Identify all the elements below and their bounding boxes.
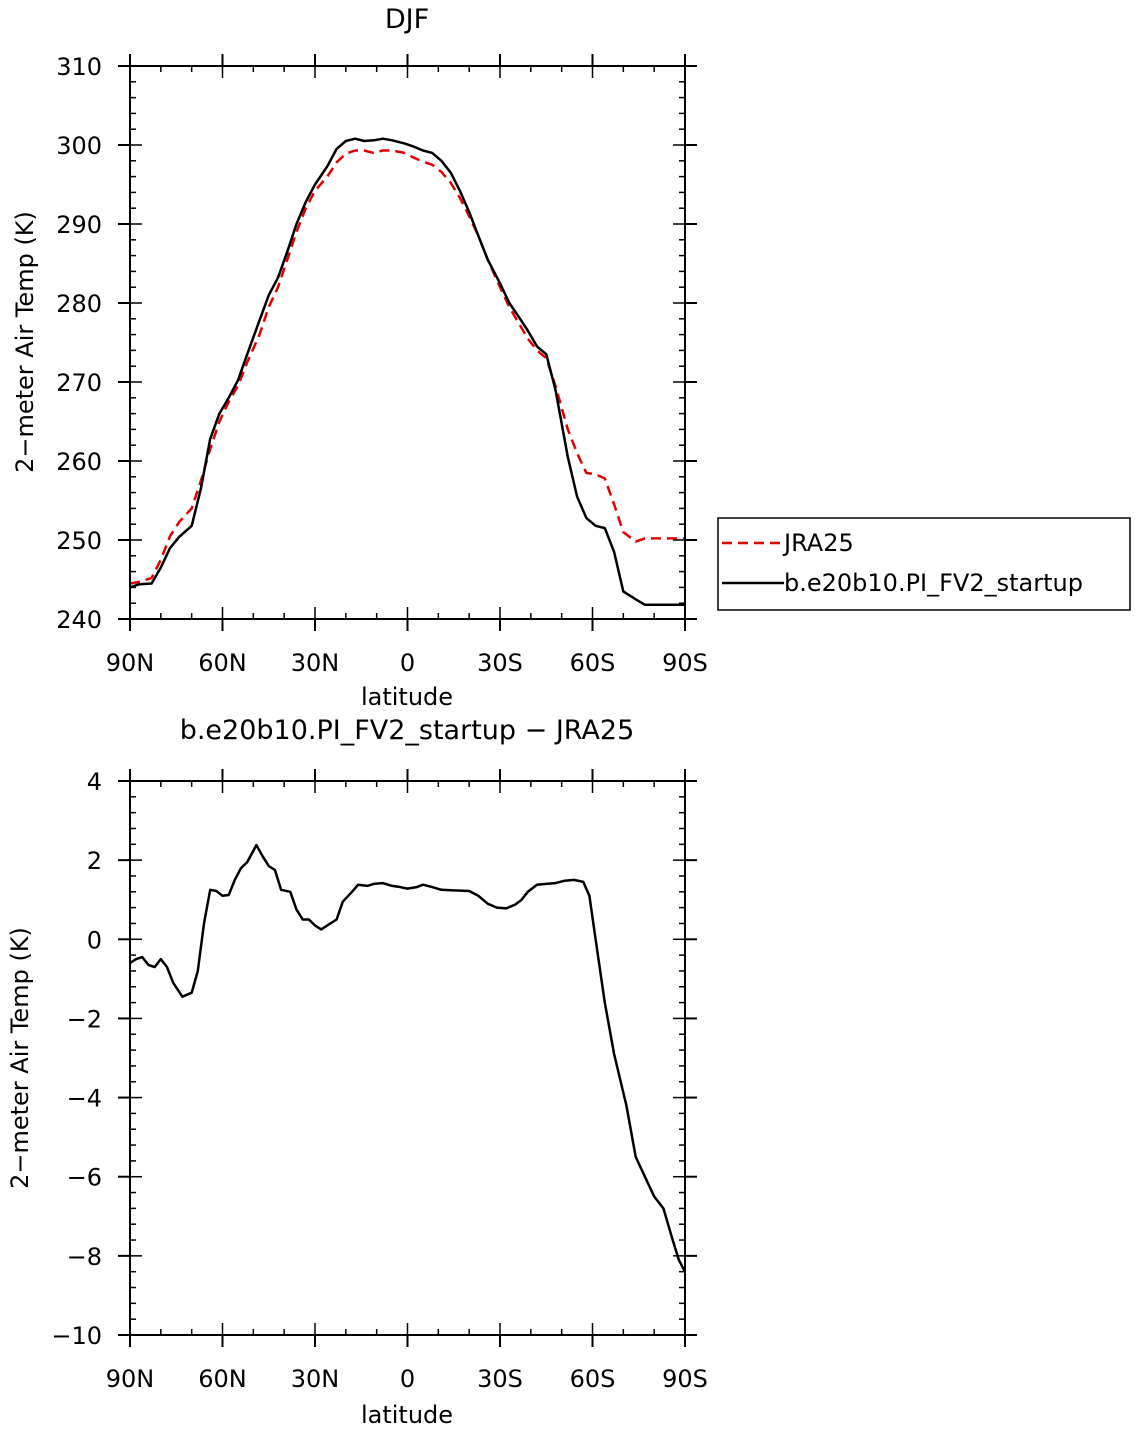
x-tick-label: 60S — [570, 1365, 616, 1393]
y-tick-label: 250 — [56, 527, 102, 555]
x-tick-label: 30S — [477, 1365, 523, 1393]
y-tick-label: −8 — [67, 1243, 102, 1271]
x-tick-label: 90N — [106, 1365, 155, 1393]
y-tick-label: −2 — [67, 1005, 102, 1033]
y-tick-label: −10 — [51, 1322, 102, 1350]
x-tick-label: 90S — [662, 1365, 708, 1393]
x-tick-label: 60S — [570, 649, 616, 677]
chart-title: DJF — [385, 4, 429, 35]
y-tick-label: 300 — [56, 132, 102, 160]
plot-series — [129, 137, 685, 607]
bottom-chart: b.e20b10.PI_FV2_startup − JRA25 latitude… — [6, 715, 708, 1429]
legend-box — [717, 517, 1131, 611]
y-axis-label: 2−meter Air Temp (K) — [11, 211, 39, 473]
y-tick-label: 310 — [56, 53, 102, 81]
x-axis-label: latitude — [361, 683, 453, 711]
axes-ticks: 90N 60N 30N 0 30S 60S 90S 240 250 260 270 280 290 300… — [56, 53, 708, 677]
plot-frame — [129, 780, 686, 1336]
y-tick-label: −6 — [67, 1164, 102, 1192]
x-axis-label: latitude — [361, 1401, 453, 1429]
x-tick-label: 30N — [291, 1365, 340, 1393]
x-tick-label: 0 — [400, 649, 415, 677]
legend-entry-model: b.e20b10.PI_FV2_startup — [784, 569, 1083, 597]
x-tick-label: 90S — [662, 649, 708, 677]
y-tick-label: 270 — [56, 369, 102, 397]
y-tick-label: 240 — [56, 606, 102, 634]
legend-entry-jra25: JRA25 — [782, 529, 854, 557]
legend: JRA25 b.e20b10.PI_FV2_startup — [717, 517, 1131, 611]
series-line-1 — [129, 137, 685, 607]
y-tick-label: 260 — [56, 448, 102, 476]
x-tick-label: 0 — [400, 1365, 415, 1393]
y-axis-label: 2−meter Air Temp (K) — [6, 927, 34, 1189]
series-line-0 — [129, 149, 685, 585]
top-chart: DJF latitude 2−meter Air Temp (K) 90N 60N… — [11, 4, 708, 711]
y-tick-label: 290 — [56, 211, 102, 239]
x-tick-label: 90N — [106, 649, 155, 677]
y-tick-label: 0 — [87, 926, 102, 954]
y-tick-label: 4 — [87, 768, 102, 796]
series-line-0 — [129, 843, 687, 1273]
chart-title: b.e20b10.PI_FV2_startup − JRA25 — [180, 715, 635, 746]
y-tick-label: −4 — [67, 1085, 102, 1113]
y-tick-label: 2 — [87, 847, 102, 875]
x-tick-label: 60N — [198, 649, 247, 677]
x-tick-label: 30S — [477, 649, 523, 677]
x-tick-label: 30N — [291, 649, 340, 677]
plot-series — [129, 843, 687, 1273]
plot-frame — [129, 65, 686, 620]
y-tick-label: 280 — [56, 290, 102, 318]
axes-ticks: 90N 60N 30N 0 30S 60S 90S −10 −8 −6 −4 −2 0 2 4 — [51, 768, 708, 1393]
x-tick-label: 60N — [198, 1365, 247, 1393]
